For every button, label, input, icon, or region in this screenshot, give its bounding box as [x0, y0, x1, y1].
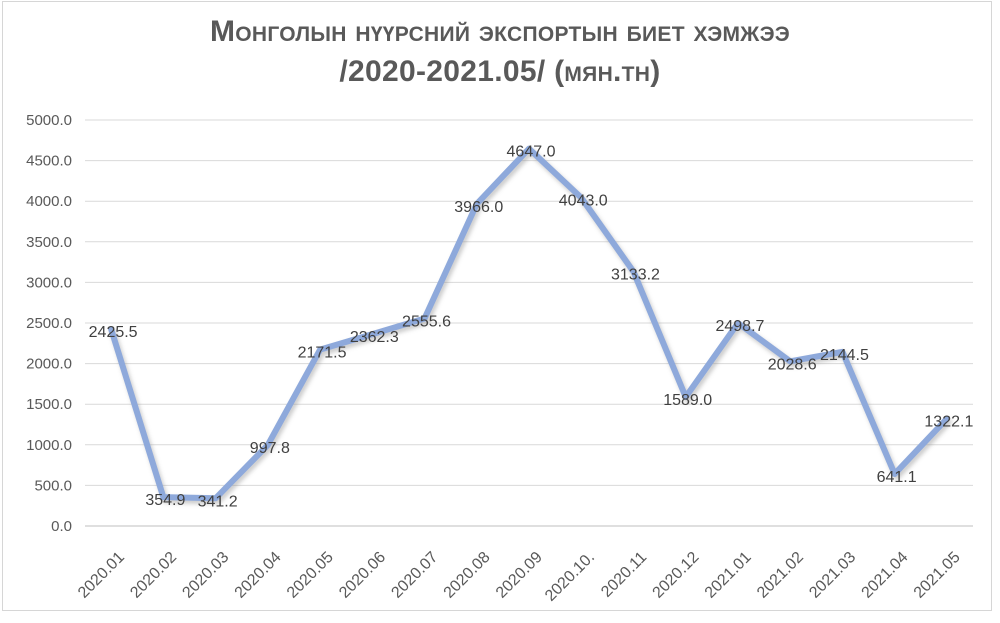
- data-point-label: 2028.6: [768, 356, 817, 373]
- x-axis-tick-label: 2020.03: [179, 549, 232, 602]
- data-point-label: 997.8: [250, 440, 290, 457]
- x-axis-tick-label: 2020.04: [232, 549, 285, 602]
- data-point-label: 2425.5: [89, 324, 138, 341]
- x-axis-tick-label: 2020.09: [493, 549, 546, 602]
- y-axis-tick-label: 2000.0: [26, 356, 72, 373]
- x-axis-tick-label: 2020.01: [75, 549, 128, 602]
- x-axis-tick-label: 2021.05: [911, 549, 964, 602]
- x-axis-tick-label: 2020.08: [441, 549, 494, 602]
- data-point-label: 2171.5: [298, 345, 347, 362]
- x-axis-tick-label: 2021.03: [806, 549, 859, 602]
- data-point-label: 3966.0: [454, 199, 503, 216]
- series-group: [108, 145, 950, 502]
- data-point-label: 4647.0: [507, 144, 556, 161]
- data-point-label: 4043.0: [559, 193, 608, 210]
- y-axis-tick-label: 4500.0: [26, 153, 72, 170]
- y-axis-tick-label: 1500.0: [26, 396, 72, 413]
- data-point-label: 3133.2: [611, 267, 660, 284]
- y-axis-tick-label: 3500.0: [26, 234, 72, 251]
- data-point-label: 341.2: [198, 493, 238, 510]
- x-axis-tick-label: 2020.07: [388, 549, 441, 602]
- x-axis-tick-label: 2021.04: [859, 549, 912, 602]
- data-point-label: 2362.3: [350, 329, 399, 346]
- y-axis-tick-label: 1000.0: [26, 437, 72, 454]
- x-axis-tick-label: 2020.05: [284, 549, 337, 602]
- series-line: [108, 145, 950, 502]
- y-axis-tick-label: 4000.0: [26, 193, 72, 210]
- x-axis-tick-label: 2021.02: [754, 549, 807, 602]
- x-axis-tick-label: 2021.01: [702, 549, 755, 602]
- chart-frame: [2, 1, 992, 611]
- data-point-label: 2144.5: [820, 347, 869, 364]
- x-axis-tick-label: 2020.11: [598, 549, 650, 601]
- y-axis-tick-label: 0.0: [51, 518, 72, 535]
- data-point-label: 2555.6: [402, 313, 451, 330]
- x-axis-tick-label: 2020.10.: [542, 549, 598, 605]
- y-axis-tick-label: 2500.0: [26, 315, 72, 332]
- x-axis-tick-label: 2020.02: [127, 549, 180, 602]
- y-axis-tick-label: 500.0: [34, 477, 72, 494]
- data-point-label: 2498.7: [715, 318, 764, 335]
- x-axis-tick-label: 2020.12: [650, 549, 703, 602]
- data-point-label: 354.9: [145, 492, 185, 509]
- y-axis-tick-label: 5000.0: [26, 112, 72, 129]
- data-point-label: 1589.0: [663, 392, 712, 409]
- y-axis-tick-label: 3000.0: [26, 274, 72, 291]
- data-point-label: 1322.1: [924, 414, 973, 431]
- data-point-label: 641.1: [877, 469, 917, 486]
- x-axis-tick-label: 2020.06: [336, 549, 389, 602]
